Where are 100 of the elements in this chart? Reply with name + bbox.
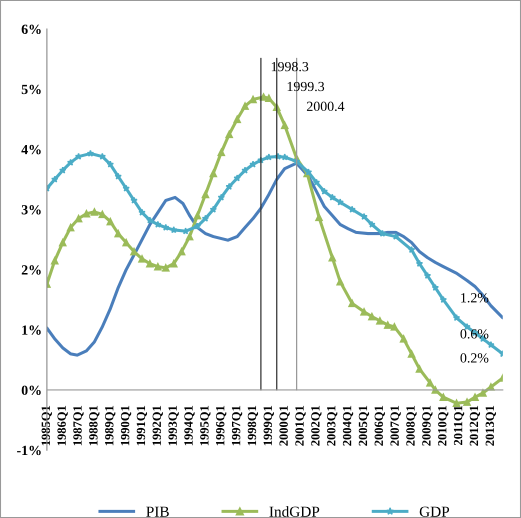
point [74, 152, 82, 160]
point [138, 255, 146, 263]
point [226, 182, 233, 190]
point [170, 226, 178, 234]
point [86, 150, 94, 157]
point [280, 121, 289, 130]
x-tick-label: 2007Q1 [390, 406, 401, 446]
x-tick-label: 1986Q1 [57, 406, 68, 446]
point [360, 212, 368, 220]
point [217, 148, 226, 156]
ref-line-label: 2000.4 [306, 102, 344, 112]
point [162, 264, 170, 272]
point [146, 260, 154, 268]
point [416, 365, 424, 373]
y-tick-label: 0% [22, 386, 41, 395]
point [58, 238, 67, 246]
point [50, 256, 59, 264]
y-tick-label: 4% [21, 144, 41, 154]
point [315, 213, 323, 222]
point [74, 214, 82, 222]
x-tick-label: 1997Q1 [232, 406, 242, 446]
point [114, 172, 122, 180]
point [471, 393, 479, 402]
x-tick-label: 1998Q1 [248, 406, 258, 446]
x-tick-label: 2001Q1 [295, 406, 306, 446]
y-tick-label: 6% [22, 24, 41, 34]
point [336, 278, 344, 286]
x-tick-label: 1993Q1 [168, 406, 179, 446]
point [122, 238, 130, 246]
point [106, 160, 114, 168]
point [463, 398, 471, 406]
x-tick-label: 1995Q1 [200, 406, 210, 446]
x-tick-label: 1999Q1 [264, 406, 274, 446]
y-tick-label: 3% [22, 205, 41, 214]
x-tick-label: 1994Q1 [184, 406, 195, 446]
point [378, 230, 386, 237]
point [146, 216, 154, 224]
point [384, 321, 392, 329]
point [82, 210, 90, 218]
annotation: 0.2% [460, 353, 488, 363]
point [487, 341, 495, 348]
x-tick-label: 2011Q1 [454, 406, 464, 446]
point [162, 224, 170, 231]
point [98, 152, 106, 160]
point [194, 212, 202, 220]
point [130, 196, 138, 204]
point [424, 272, 432, 279]
x-tick-label: 2010Q1 [438, 406, 448, 446]
point [66, 224, 74, 232]
point [348, 206, 356, 213]
point [194, 222, 202, 230]
point [440, 393, 448, 402]
x-tick-label: 2004Q1 [342, 406, 354, 446]
x-tick-label: 2008Q1 [406, 406, 417, 446]
point [210, 206, 217, 213]
point [154, 220, 162, 228]
point [320, 188, 328, 195]
point [487, 383, 495, 391]
point [234, 174, 241, 182]
x-tick-label: 2005Q1 [358, 406, 370, 446]
point [178, 248, 186, 256]
point [432, 284, 440, 291]
point [432, 386, 440, 394]
point [130, 248, 138, 256]
x-tick-label: 2009Q1 [422, 406, 433, 446]
point [368, 312, 376, 320]
point [452, 314, 460, 322]
point [122, 184, 130, 192]
point [114, 230, 122, 238]
point [392, 232, 400, 240]
legend-label: GDP [420, 506, 450, 517]
legend-label: PIB [146, 506, 169, 517]
y-tick-label: 2% [22, 265, 41, 275]
x-tick-label: 2002Q1 [311, 406, 322, 446]
point [416, 260, 424, 267]
point [170, 260, 178, 268]
point [390, 322, 398, 331]
point [225, 130, 234, 138]
x-tick-label: 1988Q1 [89, 406, 100, 446]
point [154, 262, 162, 270]
point [241, 102, 249, 110]
point [479, 389, 487, 397]
point [368, 220, 376, 228]
x-tick-label: 1990Q1 [120, 406, 132, 446]
point [106, 218, 114, 226]
point [328, 194, 336, 201]
x-tick-label: 2013Q1 [486, 406, 496, 446]
point [218, 194, 225, 201]
x-tick-label: 1987Q1 [73, 406, 84, 446]
point [360, 308, 368, 316]
point [348, 300, 356, 308]
point [138, 208, 146, 216]
point [260, 93, 268, 101]
point [202, 190, 210, 198]
x-tick-label: 1989Q1 [105, 406, 116, 446]
x-tick-label: 1992Q1 [152, 406, 163, 446]
y-tick-label: -1% [17, 446, 41, 456]
y-tick-label: 5% [22, 84, 41, 94]
x-tick-label: 2003Q1 [327, 406, 338, 446]
point [59, 166, 66, 174]
